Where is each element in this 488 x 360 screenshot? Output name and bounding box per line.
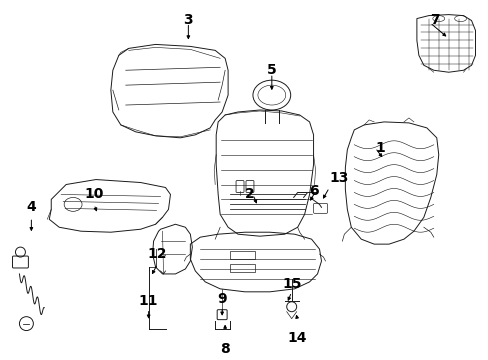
- Bar: [230, 251, 254, 259]
- Text: 7: 7: [429, 13, 439, 27]
- Bar: [230, 264, 254, 272]
- Text: 3: 3: [183, 13, 193, 27]
- Text: 13: 13: [329, 171, 348, 185]
- Text: 5: 5: [266, 63, 276, 77]
- Text: 8: 8: [220, 342, 229, 356]
- Text: 10: 10: [84, 188, 103, 202]
- Text: 6: 6: [309, 184, 319, 198]
- Text: 9: 9: [217, 292, 226, 306]
- Text: 12: 12: [147, 247, 167, 261]
- Text: 14: 14: [287, 330, 307, 345]
- Text: 15: 15: [282, 277, 301, 291]
- Text: 11: 11: [139, 294, 158, 308]
- Text: 2: 2: [244, 188, 254, 202]
- Text: 4: 4: [26, 201, 36, 214]
- Text: 1: 1: [374, 141, 384, 155]
